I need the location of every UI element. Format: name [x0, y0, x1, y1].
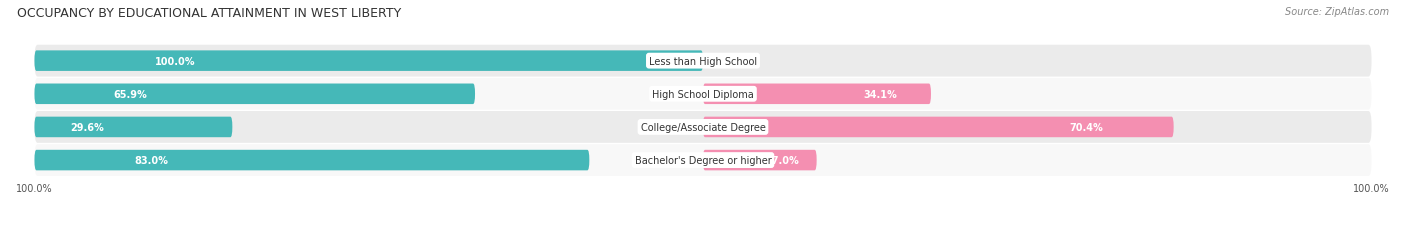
FancyBboxPatch shape [703, 150, 817, 171]
Text: 17.0%: 17.0% [766, 155, 800, 165]
FancyBboxPatch shape [35, 145, 1371, 176]
Text: OCCUPANCY BY EDUCATIONAL ATTAINMENT IN WEST LIBERTY: OCCUPANCY BY EDUCATIONAL ATTAINMENT IN W… [17, 7, 401, 20]
Text: 70.4%: 70.4% [1070, 122, 1104, 132]
Text: 65.9%: 65.9% [114, 89, 148, 99]
FancyBboxPatch shape [35, 51, 703, 72]
Text: 83.0%: 83.0% [135, 155, 169, 165]
Text: Source: ZipAtlas.com: Source: ZipAtlas.com [1285, 7, 1389, 17]
Text: College/Associate Degree: College/Associate Degree [641, 122, 765, 132]
FancyBboxPatch shape [35, 46, 1371, 77]
Text: Bachelor's Degree or higher: Bachelor's Degree or higher [634, 155, 772, 165]
FancyBboxPatch shape [35, 150, 589, 171]
Text: High School Diploma: High School Diploma [652, 89, 754, 99]
Text: Less than High School: Less than High School [650, 56, 756, 66]
FancyBboxPatch shape [703, 84, 931, 105]
FancyBboxPatch shape [35, 84, 475, 105]
FancyBboxPatch shape [35, 79, 1371, 110]
FancyBboxPatch shape [35, 117, 232, 138]
Text: 100.0%: 100.0% [155, 56, 195, 66]
Text: 0.0%: 0.0% [723, 56, 748, 66]
FancyBboxPatch shape [703, 117, 1174, 138]
FancyBboxPatch shape [35, 112, 1371, 143]
Text: 34.1%: 34.1% [863, 89, 897, 99]
Text: 29.6%: 29.6% [70, 122, 104, 132]
